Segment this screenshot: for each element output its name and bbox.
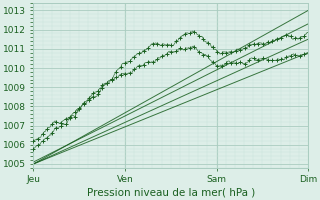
X-axis label: Pression niveau de la mer( hPa ): Pression niveau de la mer( hPa ): [87, 187, 255, 197]
